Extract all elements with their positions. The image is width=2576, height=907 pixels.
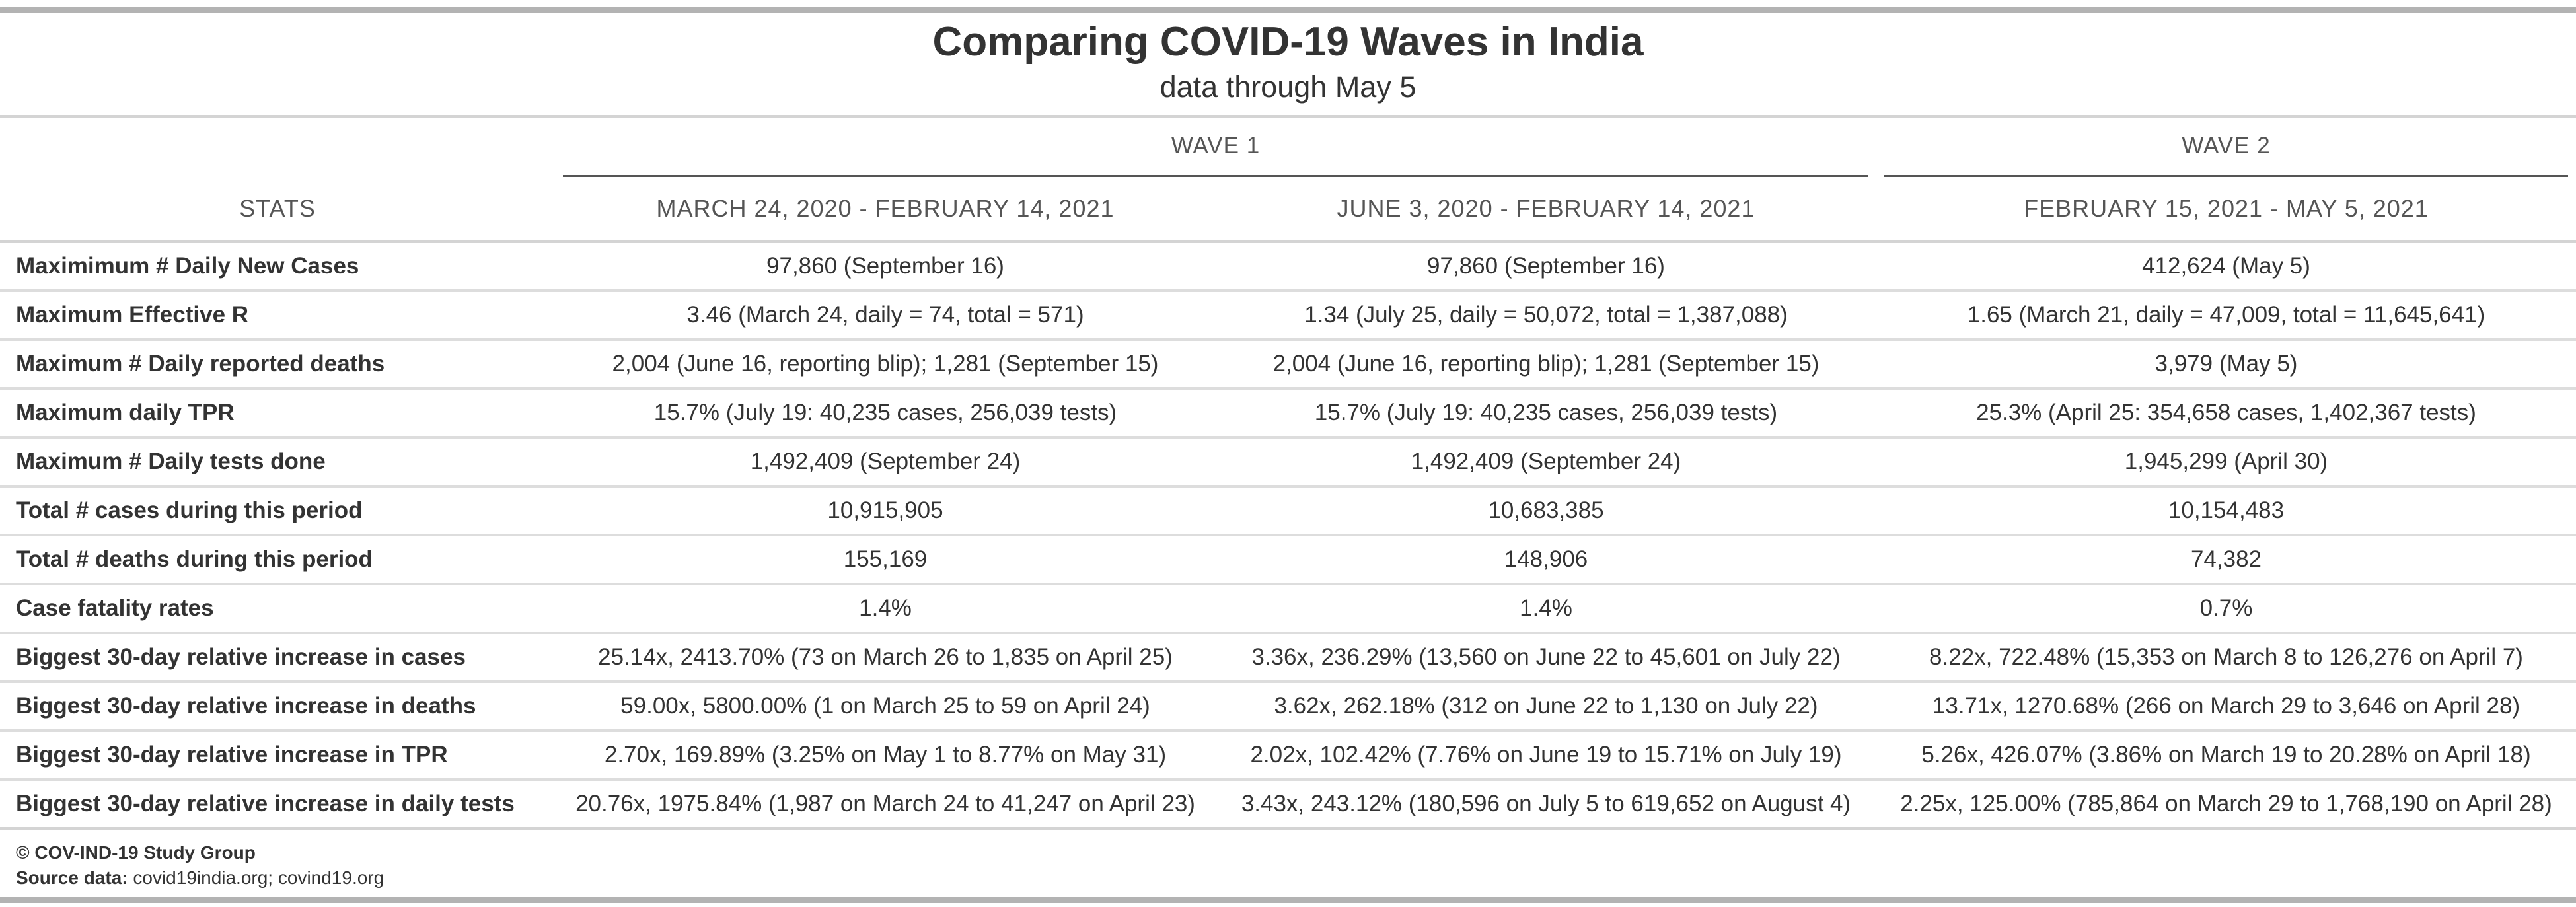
table-row: Maximimum # Daily New Cases 97,860 (Sept… <box>0 241 2576 292</box>
row-stat-label: Total # deaths during this period <box>0 535 555 585</box>
credit-text: © COV-IND-19 Study Group <box>16 842 256 863</box>
spanner-wave1-cell: WAVE 1 <box>555 119 1876 177</box>
cell-wave1-june: 3.62x, 262.18% (312 on June 22 to 1,130 … <box>1216 682 1876 732</box>
cell-wave2: 5.26x, 426.07% (3.86% on March 19 to 20.… <box>1876 731 2576 781</box>
cell-wave1-june: 1.4% <box>1216 584 1876 634</box>
table-row: Maximum # Daily reported deaths 2,004 (J… <box>0 340 2576 390</box>
source-line: Source data: covid19india.org; covind19.… <box>16 865 384 890</box>
column-header-row: STATS MARCH 24, 2020 - FEBRUARY 14, 2021… <box>0 177 2576 243</box>
comparison-table: WAVE 1 WAVE 2 STATS MARCH 24, 2020 - FEB… <box>0 119 2576 830</box>
column-header-wave1-full: MARCH 24, 2020 - FEBRUARY 14, 2021 <box>555 177 1216 243</box>
cell-wave1-full: 10,915,905 <box>555 486 1216 536</box>
table-row: Biggest 30-day relative increase in case… <box>0 633 2576 683</box>
credit-line: © COV-IND-19 Study Group <box>16 840 384 865</box>
column-header-wave1-june: JUNE 3, 2020 - FEBRUARY 14, 2021 <box>1216 177 1876 243</box>
cell-wave1-full: 15.7% (July 19: 40,235 cases, 256,039 te… <box>555 388 1216 439</box>
spanner-wave1: WAVE 1 <box>563 133 1868 177</box>
table-frame <box>0 7 2576 903</box>
table-row: Maximum Effective R 3.46 (March 24, dail… <box>0 291 2576 341</box>
table-row: Total # cases during this period 10,915,… <box>0 486 2576 536</box>
cell-wave1-full: 2,004 (June 16, reporting blip); 1,281 (… <box>555 340 1216 390</box>
row-stat-label: Total # cases during this period <box>0 486 555 536</box>
row-stat-label: Maximum Effective R <box>0 291 555 341</box>
cell-wave1-june: 10,683,385 <box>1216 486 1876 536</box>
cell-wave2: 25.3% (April 25: 354,658 cases, 1,402,36… <box>1876 388 2576 439</box>
column-header-wave2: FEBRUARY 15, 2021 - MAY 5, 2021 <box>1876 177 2576 243</box>
spanner-wave2: WAVE 2 <box>1884 133 2568 177</box>
row-stat-label: Maximum # Daily tests done <box>0 437 555 488</box>
cell-wave1-full: 2.70x, 169.89% (3.25% on May 1 to 8.77% … <box>555 731 1216 781</box>
table-footnotes: © COV-IND-19 Study Group Source data: co… <box>16 840 384 890</box>
cell-wave2: 13.71x, 1270.68% (266 on March 29 to 3,6… <box>1876 682 2576 732</box>
cell-wave1-full: 1,492,409 (September 24) <box>555 437 1216 488</box>
cell-wave1-june: 3.36x, 236.29% (13,560 on June 22 to 45,… <box>1216 633 1876 683</box>
row-stat-label: Maximimum # Daily New Cases <box>0 241 555 292</box>
table-title: Comparing COVID-19 Waves in India <box>932 19 1644 65</box>
cell-wave2: 74,382 <box>1876 535 2576 585</box>
row-stat-label: Biggest 30-day relative increase in TPR <box>0 731 555 781</box>
row-stat-label: Biggest 30-day relative increase in deat… <box>0 682 555 732</box>
row-stat-label: Biggest 30-day relative increase in case… <box>0 633 555 683</box>
cell-wave1-june: 1,492,409 (September 24) <box>1216 437 1876 488</box>
cell-wave1-full: 25.14x, 2413.70% (73 on March 26 to 1,83… <box>555 633 1216 683</box>
source-value: covid19india.org; covind19.org <box>133 867 385 888</box>
row-stat-label: Maximum daily TPR <box>0 388 555 439</box>
source-label: Source data: <box>16 867 128 888</box>
column-header-stats: STATS <box>0 177 555 243</box>
cell-wave2: 10,154,483 <box>1876 486 2576 536</box>
cell-wave1-full: 97,860 (September 16) <box>555 241 1216 292</box>
row-stat-label: Maximum # Daily reported deaths <box>0 340 555 390</box>
cell-wave1-full: 59.00x, 5800.00% (1 on March 25 to 59 on… <box>555 682 1216 732</box>
table-row: Maximum # Daily tests done 1,492,409 (Se… <box>0 437 2576 488</box>
cell-wave2: 2.25x, 125.00% (785,864 on March 29 to 1… <box>1876 780 2576 830</box>
row-stat-label: Biggest 30-day relative increase in dail… <box>0 780 555 830</box>
table-row: Biggest 30-day relative increase in dail… <box>0 780 2576 830</box>
spanner-row: WAVE 1 WAVE 2 <box>0 119 2576 177</box>
cell-wave1-june: 15.7% (July 19: 40,235 cases, 256,039 te… <box>1216 388 1876 439</box>
cell-wave1-june: 2,004 (June 16, reporting blip); 1,281 (… <box>1216 340 1876 390</box>
cell-wave1-june: 3.43x, 243.12% (180,596 on July 5 to 619… <box>1216 780 1876 830</box>
cell-wave1-full: 1.4% <box>555 584 1216 634</box>
table-row: Biggest 30-day relative increase in TPR … <box>0 731 2576 781</box>
cell-wave2: 1,945,299 (April 30) <box>1876 437 2576 488</box>
cell-wave2: 0.7% <box>1876 584 2576 634</box>
table-row: Biggest 30-day relative increase in deat… <box>0 682 2576 732</box>
cell-wave1-june: 97,860 (September 16) <box>1216 241 1876 292</box>
cell-wave1-full: 155,169 <box>555 535 1216 585</box>
cell-wave2: 1.65 (March 21, daily = 47,009, total = … <box>1876 291 2576 341</box>
cell-wave1-june: 1.34 (July 25, daily = 50,072, total = 1… <box>1216 291 1876 341</box>
table-subtitle: data through May 5 <box>1159 70 1417 104</box>
spanner-wave2-cell: WAVE 2 <box>1876 119 2576 177</box>
cell-wave2: 8.22x, 722.48% (15,353 on March 8 to 126… <box>1876 633 2576 683</box>
cell-wave1-full: 20.76x, 1975.84% (1,987 on March 24 to 4… <box>555 780 1216 830</box>
table-row: Total # deaths during this period 155,16… <box>0 535 2576 585</box>
table-row: Case fatality rates 1.4% 1.4% 0.7% <box>0 584 2576 634</box>
spanner-empty <box>0 119 555 177</box>
cell-wave1-full: 3.46 (March 24, daily = 74, total = 571) <box>555 291 1216 341</box>
cell-wave2: 3,979 (May 5) <box>1876 340 2576 390</box>
row-stat-label: Case fatality rates <box>0 584 555 634</box>
table-row: Maximum daily TPR 15.7% (July 19: 40,235… <box>0 388 2576 439</box>
cell-wave2: 412,624 (May 5) <box>1876 241 2576 292</box>
cell-wave1-june: 148,906 <box>1216 535 1876 585</box>
title-divider <box>0 115 2576 118</box>
cell-wave1-june: 2.02x, 102.42% (7.76% on June 19 to 15.7… <box>1216 731 1876 781</box>
